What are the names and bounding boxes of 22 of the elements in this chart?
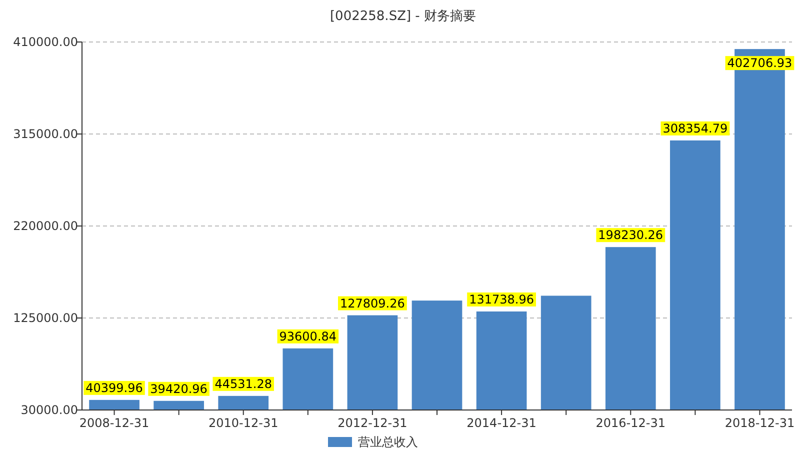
y-tick-label: 315000.00	[13, 127, 78, 141]
x-tick-label: 2018-12-31	[724, 416, 795, 430]
x-tick-label: 2012-12-31	[338, 416, 408, 430]
data-label: 198230.26	[598, 228, 664, 242]
y-tick-label: 410000.00	[13, 35, 78, 49]
x-tick-label: 2008-12-31	[79, 416, 150, 430]
x-tick-label: 2014-12-31	[466, 416, 536, 430]
x-tick-label: 2016-12-31	[596, 416, 666, 430]
data-label: 131738.96	[469, 292, 534, 306]
data-label: 402706.93	[727, 56, 792, 70]
data-label: 308354.79	[662, 121, 728, 136]
x-tick-label: 2010-12-31	[208, 416, 278, 430]
data-label: 127809.26	[340, 296, 405, 310]
y-tick-label: 30000.00	[20, 403, 78, 417]
y-tick-label: 125000.00	[13, 311, 78, 325]
data-label: 39420.96	[150, 382, 208, 396]
y-tick-label: 220000.00	[13, 219, 78, 233]
chart-title: [002258.SZ] - 财务摘要	[330, 9, 476, 24]
data-label: 93600.84	[279, 329, 337, 344]
data-label: 44531.28	[214, 376, 272, 391]
data-label: 40399.96	[86, 380, 143, 395]
legend-label: 营业总收入	[358, 435, 418, 449]
